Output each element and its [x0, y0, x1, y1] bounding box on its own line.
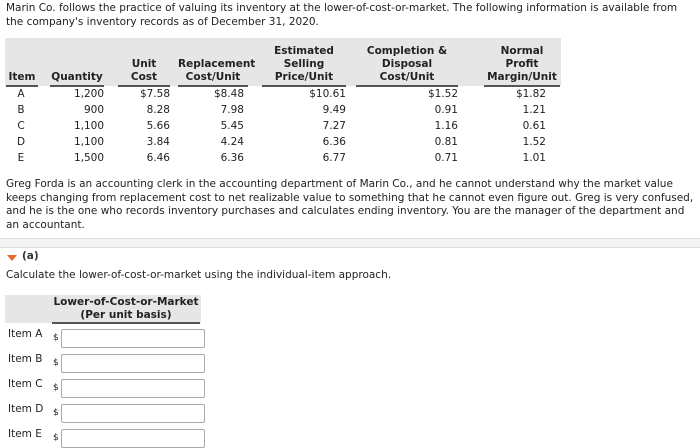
column-header: Item [6, 40, 38, 87]
table-cell: A [17, 88, 25, 100]
part-a-instruction: Calculate the lower-of-cost-or-market us… [6, 269, 392, 281]
table-cell: 6.46 [146, 152, 170, 164]
table-header-bg [5, 38, 561, 86]
table-cell: 1.01 [522, 152, 546, 164]
table-cell: 6.36 [322, 136, 346, 148]
table-cell: $8.48 [213, 88, 244, 100]
lcm-header-bg [5, 295, 201, 323]
section-divider [0, 238, 700, 248]
column-header: Normal Profit Margin/Unit [484, 40, 560, 87]
table-cell: $10.61 [309, 88, 346, 100]
table-cell: 0.81 [434, 136, 458, 148]
table-cell: 900 [83, 104, 104, 116]
table-cell: 1.16 [434, 120, 458, 132]
lcm-input-item-e[interactable] [61, 429, 205, 448]
item-label: Item E [8, 428, 42, 440]
table-cell: 3.84 [146, 136, 170, 148]
table-cell: 7.27 [322, 120, 346, 132]
part-a-label[interactable]: (a) [22, 250, 39, 262]
table-cell: 6.77 [322, 152, 346, 164]
dollar-sign: $ [53, 358, 59, 368]
table-cell: 1.52 [522, 136, 546, 148]
lcm-input-item-b[interactable] [61, 354, 205, 373]
table-cell: $1.52 [427, 88, 458, 100]
collapse-triangle-icon[interactable] [7, 255, 17, 261]
table-cell: 0.61 [522, 120, 546, 132]
table-cell: 1.21 [522, 104, 546, 116]
table-cell: 1,100 [73, 136, 104, 148]
table-cell: B [17, 104, 25, 116]
item-label: Item A [8, 328, 43, 340]
table-cell: 5.66 [146, 120, 170, 132]
problem-intro: Marin Co. follows the practice of valuin… [6, 2, 678, 28]
dollar-sign: $ [53, 433, 59, 443]
table-cell: 0.91 [434, 104, 458, 116]
table-cell: C [17, 120, 25, 132]
table-cell: 0.71 [434, 152, 458, 164]
table-cell: 1,200 [73, 88, 104, 100]
table-cell: 6.36 [220, 152, 244, 164]
lcm-input-item-a[interactable] [61, 329, 205, 348]
dollar-sign: $ [53, 408, 59, 418]
table-cell: $7.58 [139, 88, 170, 100]
scenario-paragraph: Greg Forda is an accounting clerk in the… [6, 178, 694, 231]
table-cell: 7.98 [220, 104, 244, 116]
table-cell: 9.49 [322, 104, 346, 116]
table-cell: 4.24 [220, 136, 244, 148]
column-header: Replacement Cost/Unit [178, 40, 255, 87]
dollar-sign: $ [53, 333, 59, 343]
lcm-input-item-d[interactable] [61, 404, 205, 423]
table-cell: $1.82 [515, 88, 546, 100]
table-cell: 8.28 [146, 104, 170, 116]
table-cell: E [17, 152, 25, 164]
item-label: Item C [8, 378, 43, 390]
item-label: Item B [8, 353, 43, 365]
table-cell: 1,500 [73, 152, 104, 164]
column-header: Completion & Disposal Cost/Unit [356, 40, 458, 87]
lcm-column-header: Lower-of-Cost-or-Market (Per unit basis) [52, 296, 200, 324]
lcm-input-item-c[interactable] [61, 379, 205, 398]
table-cell: 1,100 [73, 120, 104, 132]
column-header: Estimated Selling Price/Unit [262, 40, 346, 87]
item-label: Item D [8, 403, 44, 415]
column-header: Unit Cost [118, 40, 170, 87]
dollar-sign: $ [53, 383, 59, 393]
table-cell: D [16, 136, 26, 148]
column-header: Quantity [50, 40, 104, 87]
table-cell: 5.45 [220, 120, 244, 132]
